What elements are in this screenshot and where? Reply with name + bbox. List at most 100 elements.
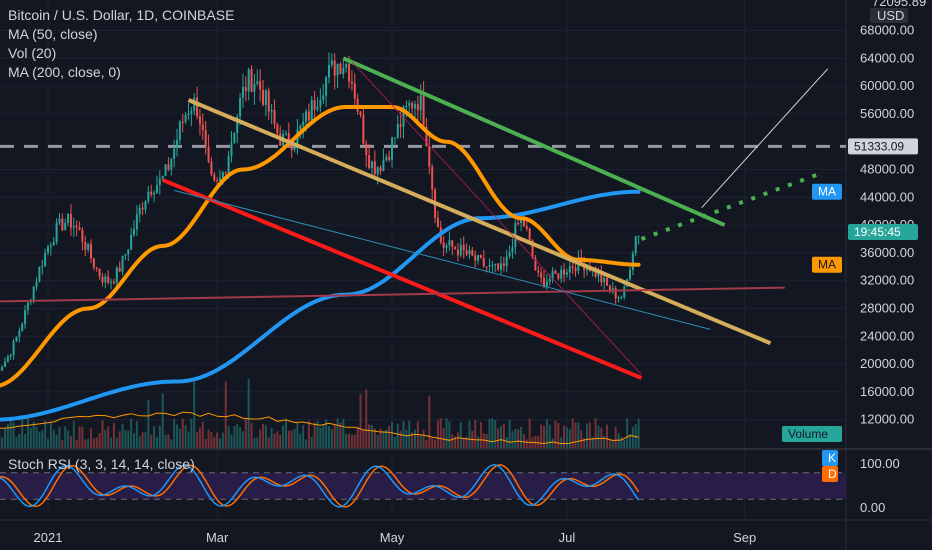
volume-bar — [210, 432, 213, 448]
volume-bar — [611, 439, 614, 448]
stoch-tick-label: 100.00 — [860, 456, 900, 471]
candle-body — [196, 97, 199, 117]
volume-bar — [153, 426, 156, 448]
volume-bar — [413, 429, 416, 448]
candle-body — [551, 270, 554, 280]
candle-body — [560, 269, 563, 279]
trendline-maroon — [0, 286, 785, 303]
price-tick-label: 56000.00 — [860, 106, 914, 121]
volume-bar — [227, 426, 230, 448]
volume-bar — [537, 435, 540, 448]
volume-bar — [339, 422, 342, 448]
candle-body — [385, 156, 388, 161]
candle-body — [233, 132, 236, 143]
time-tick-label: May — [380, 530, 405, 545]
volume-bar — [90, 428, 93, 448]
candle-body — [176, 139, 179, 149]
candle-body — [130, 234, 133, 250]
volume-bar — [72, 421, 75, 448]
volume-bar — [38, 431, 41, 448]
volume-bar — [534, 435, 537, 448]
volume-bar — [342, 419, 345, 448]
candle-body — [393, 137, 396, 139]
volume-bar — [273, 433, 276, 448]
candle-body — [270, 109, 273, 112]
volume-bar — [316, 421, 319, 448]
volume-bar — [482, 433, 485, 448]
volume-bar — [499, 426, 502, 448]
ma200-tag: MA — [812, 183, 842, 200]
candle-body — [230, 142, 233, 156]
candle-body — [216, 180, 219, 182]
candle-body — [241, 86, 244, 98]
volume-bar — [1, 437, 4, 448]
volume-bar — [603, 435, 606, 448]
stoch-band — [0, 472, 846, 500]
candle-body — [6, 356, 9, 362]
candle-body — [399, 124, 402, 127]
ma50-legend[interactable]: MA (50, close) — [8, 26, 98, 42]
ma200-legend[interactable]: MA (200, close, 0) — [8, 64, 121, 80]
candle-body — [545, 281, 548, 287]
volume-bar — [262, 423, 265, 448]
candle-body — [173, 148, 176, 159]
candle-body — [617, 297, 620, 299]
candle-body — [462, 244, 465, 251]
candle-body — [244, 86, 247, 92]
trendline-pink — [351, 61, 642, 375]
candle-body — [310, 100, 313, 121]
volume-bar — [221, 432, 224, 448]
volume-bar — [236, 424, 239, 448]
stoch-d-tag-bg — [822, 466, 838, 482]
stoch-rsi-legend[interactable]: Stoch RSI (3, 3, 14, 14, close) — [8, 456, 195, 472]
ma200-tag-bg — [812, 183, 842, 200]
candle-body — [75, 225, 78, 228]
volume-bar — [517, 429, 520, 448]
candle-body — [568, 266, 571, 273]
volume-bar — [422, 429, 425, 448]
candle-body — [468, 250, 471, 255]
volume-bar — [494, 419, 497, 448]
price-tick-label: 68000.00 — [860, 23, 914, 38]
candle-body — [95, 267, 98, 269]
ma50-tag: MA — [812, 256, 842, 273]
candle-body — [26, 302, 29, 311]
volume-bar — [502, 423, 505, 448]
candle-body — [161, 175, 164, 179]
symbol-title[interactable]: Bitcoin / U.S. Dollar, 1D, COINBASE — [8, 7, 235, 23]
candle-body — [485, 266, 488, 268]
drawings[interactable] — [0, 56, 829, 380]
candle-body — [382, 160, 385, 172]
volume-legend[interactable]: Vol (20) — [8, 45, 57, 61]
candle-body — [565, 272, 568, 275]
candle-body — [153, 192, 156, 195]
time-tick-label: Sep — [733, 530, 756, 545]
candle-body — [413, 104, 416, 109]
candle-body — [21, 324, 24, 331]
candle-body — [15, 336, 18, 342]
candle-body — [35, 281, 38, 287]
volume-bar — [585, 423, 588, 448]
volume-bar — [35, 426, 38, 448]
volume-bar — [319, 427, 322, 448]
price-tick-label: 32000.00 — [860, 273, 914, 288]
volume-bar — [327, 426, 330, 448]
volume-bar — [32, 421, 35, 448]
candle-body — [144, 201, 147, 210]
volume-bar — [554, 420, 557, 448]
price-tick-label: 16000.00 — [860, 384, 914, 399]
volume-bar — [247, 378, 250, 448]
currency-box — [870, 8, 908, 23]
volume-bar — [92, 438, 95, 448]
projection-arrow — [701, 68, 829, 209]
volume-bar — [548, 424, 551, 448]
axes: 12000.00 16000.00 20000.00 24000.00 28000.00… — [34, 0, 927, 545]
candle-body — [368, 155, 371, 169]
candle-body — [170, 158, 173, 170]
volume-bar — [368, 424, 371, 448]
price-tick-label: 44000.00 — [860, 189, 914, 204]
candle-body — [227, 155, 230, 174]
volume-bar — [293, 428, 296, 448]
